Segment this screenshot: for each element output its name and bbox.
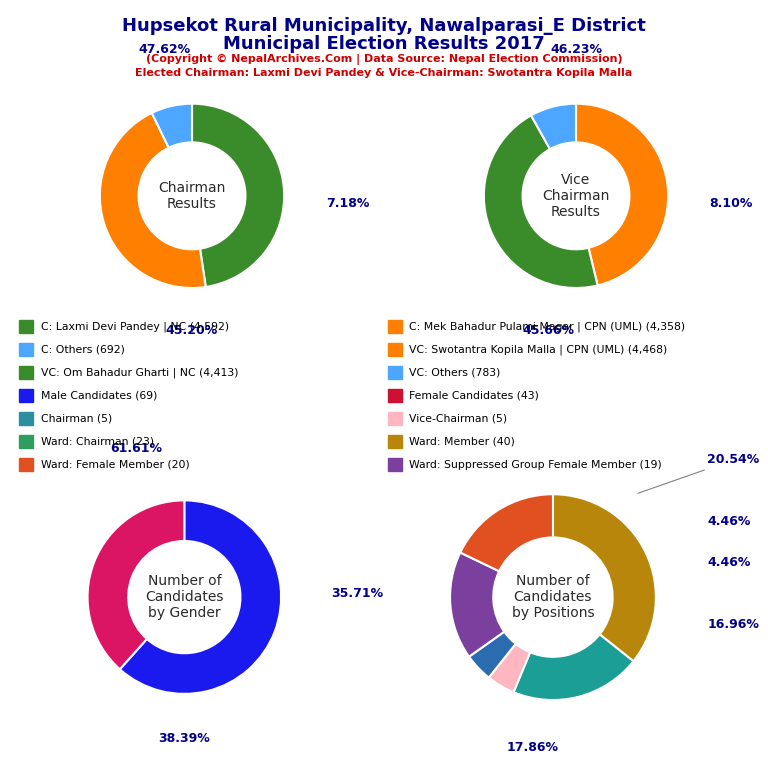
Text: 35.71%: 35.71%	[331, 587, 383, 600]
Text: Chairman
Results: Chairman Results	[158, 180, 226, 211]
Text: 45.20%: 45.20%	[166, 324, 218, 337]
Text: 8.10%: 8.10%	[710, 197, 753, 210]
Text: Ward: Suppressed Group Female Member (19): Ward: Suppressed Group Female Member (19…	[409, 459, 662, 470]
Text: Elected Chairman: Laxmi Devi Pandey & Vice-Chairman: Swotantra Kopila Malla: Elected Chairman: Laxmi Devi Pandey & Vi…	[135, 68, 633, 78]
Wedge shape	[192, 104, 284, 287]
Text: Male Candidates (69): Male Candidates (69)	[41, 390, 157, 401]
Wedge shape	[100, 113, 206, 288]
Text: 7.18%: 7.18%	[326, 197, 369, 210]
Wedge shape	[450, 552, 505, 657]
Text: VC: Swotantra Kopila Malla | CPN (UML) (4,468): VC: Swotantra Kopila Malla | CPN (UML) (…	[409, 344, 667, 355]
Text: 47.62%: 47.62%	[138, 43, 190, 56]
Wedge shape	[88, 501, 184, 669]
Wedge shape	[469, 631, 516, 677]
Text: 20.54%: 20.54%	[638, 453, 760, 493]
Wedge shape	[484, 115, 598, 288]
Text: C: Others (692): C: Others (692)	[41, 344, 124, 355]
Wedge shape	[531, 104, 576, 149]
Text: C: Laxmi Devi Pandey | NC (4,592): C: Laxmi Devi Pandey | NC (4,592)	[41, 321, 229, 332]
Text: C: Mek Bahadur Pulami Magar | CPN (UML) (4,358): C: Mek Bahadur Pulami Magar | CPN (UML) …	[409, 321, 686, 332]
Text: 38.39%: 38.39%	[158, 732, 210, 745]
Text: VC: Om Bahadur Gharti | NC (4,413): VC: Om Bahadur Gharti | NC (4,413)	[41, 367, 238, 378]
Text: Ward: Member (40): Ward: Member (40)	[409, 436, 515, 447]
Text: Vice
Chairman
Results: Vice Chairman Results	[542, 173, 610, 219]
Wedge shape	[553, 495, 656, 661]
Text: 61.61%: 61.61%	[110, 442, 162, 455]
Text: 16.96%: 16.96%	[707, 618, 760, 631]
Wedge shape	[120, 501, 281, 694]
Wedge shape	[460, 495, 553, 571]
Text: Municipal Election Results 2017: Municipal Election Results 2017	[223, 35, 545, 52]
Text: Number of
Candidates
by Positions: Number of Candidates by Positions	[511, 574, 594, 621]
Text: 17.86%: 17.86%	[506, 741, 558, 754]
Text: VC: Others (783): VC: Others (783)	[409, 367, 501, 378]
Text: (Copyright © NepalArchives.Com | Data Source: Nepal Election Commission): (Copyright © NepalArchives.Com | Data So…	[146, 54, 622, 65]
Text: 4.46%: 4.46%	[707, 515, 750, 528]
Text: Ward: Female Member (20): Ward: Female Member (20)	[41, 459, 190, 470]
Text: 4.46%: 4.46%	[707, 556, 750, 569]
Text: 45.66%: 45.66%	[522, 324, 574, 337]
Text: Ward: Chairman (23): Ward: Chairman (23)	[41, 436, 154, 447]
Wedge shape	[514, 634, 634, 700]
Wedge shape	[488, 644, 530, 692]
Text: Hupsekot Rural Municipality, Nawalparasi_E District: Hupsekot Rural Municipality, Nawalparasi…	[122, 17, 646, 35]
Text: Vice-Chairman (5): Vice-Chairman (5)	[409, 413, 508, 424]
Text: Chairman (5): Chairman (5)	[41, 413, 112, 424]
Text: 46.23%: 46.23%	[550, 43, 602, 56]
Wedge shape	[152, 104, 192, 147]
Text: Number of
Candidates
by Gender: Number of Candidates by Gender	[145, 574, 223, 621]
Wedge shape	[576, 104, 668, 286]
Text: Female Candidates (43): Female Candidates (43)	[409, 390, 539, 401]
